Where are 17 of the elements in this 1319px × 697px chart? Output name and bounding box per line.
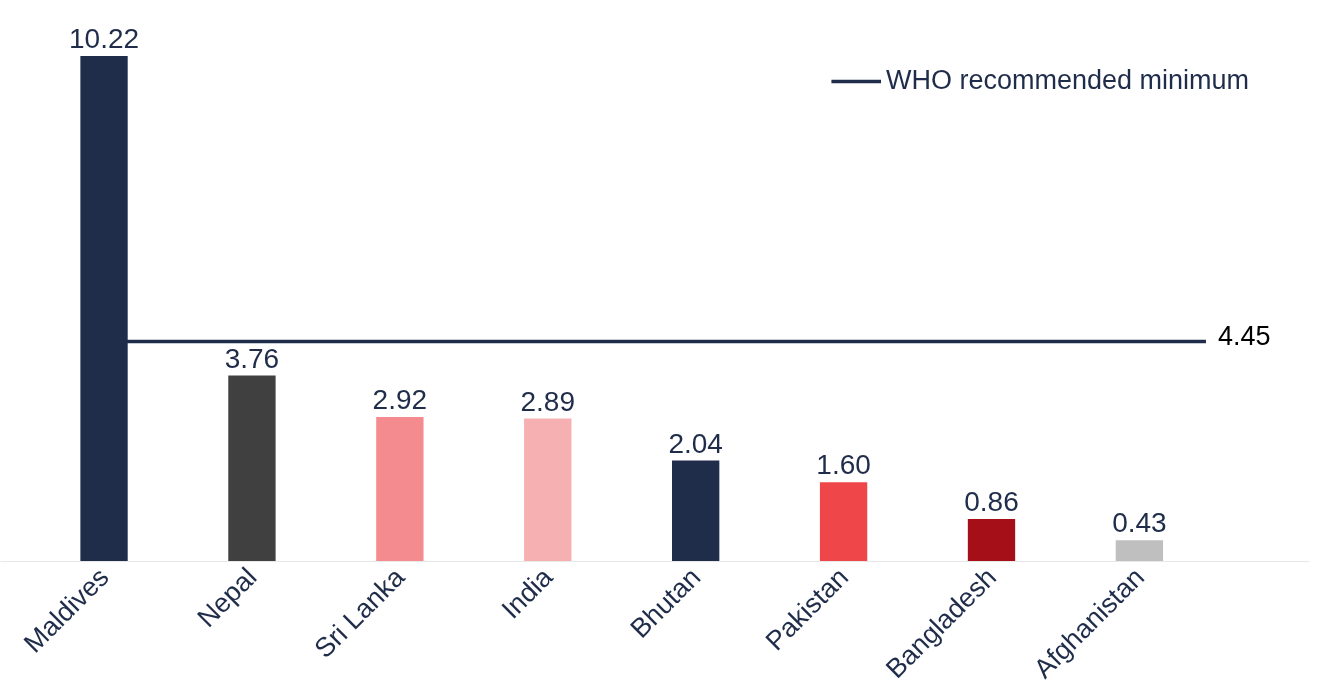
- data-label: 10.22: [69, 23, 140, 55]
- annotation: 4.45: [1217, 321, 1271, 352]
- data-label: 0.43: [1112, 507, 1167, 539]
- bar: [967, 518, 1016, 562]
- bar: [672, 460, 720, 562]
- bar: [376, 417, 424, 562]
- data-label: 3.76: [224, 342, 280, 374]
- bar: [524, 418, 572, 562]
- bar: [819, 482, 868, 562]
- data-label: 2.04: [668, 427, 723, 459]
- bar: [228, 375, 276, 562]
- data-label: 2.89: [520, 385, 576, 417]
- data-label: 1.60: [816, 449, 871, 481]
- bar: [1115, 540, 1164, 562]
- data-label: 2.92: [372, 384, 428, 416]
- data-label: 0.86: [964, 485, 1019, 517]
- legend-label: WHO recommended minimum: [885, 65, 1249, 96]
